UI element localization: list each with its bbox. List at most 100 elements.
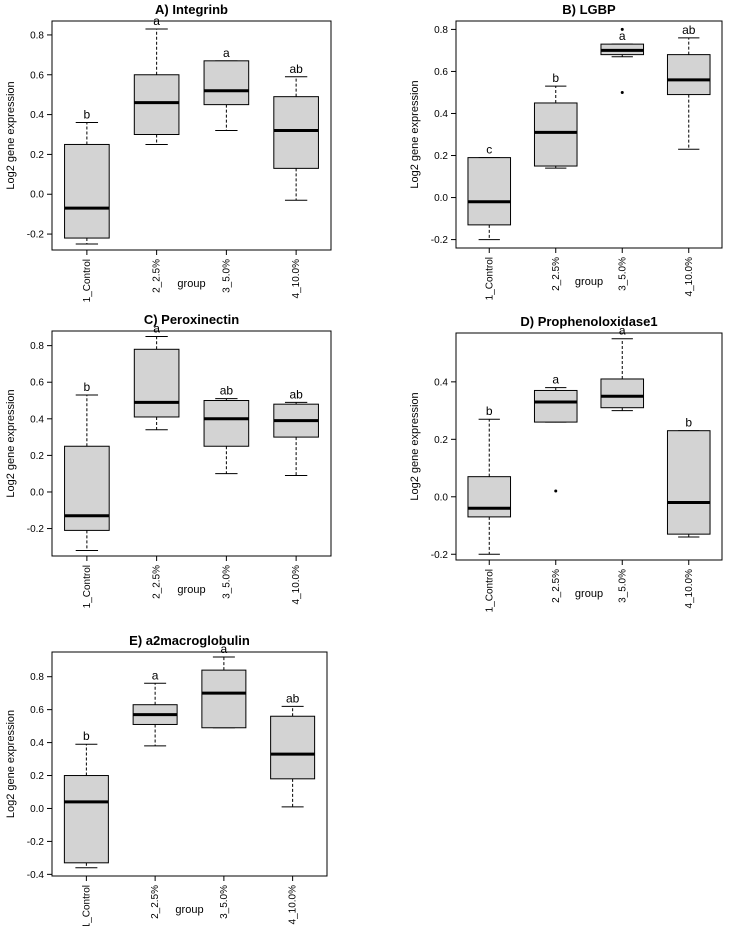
box xyxy=(533,389,578,423)
y-tick-label: 0.2 xyxy=(434,435,448,446)
y-tick-label: 0.2 xyxy=(434,151,448,162)
box-group: a xyxy=(132,668,178,747)
x-tick-label: 3_5.0% xyxy=(617,569,628,603)
plot-frame xyxy=(455,332,723,561)
x-tick-label: 1_Control xyxy=(82,565,93,608)
y-axis-label: Log2 gene expression xyxy=(5,710,17,818)
box-group: c xyxy=(467,143,512,241)
box xyxy=(201,669,247,729)
y-tick-label: 0.2 xyxy=(30,451,44,462)
plot-frame xyxy=(455,20,723,249)
y-tick-label: 0.4 xyxy=(434,109,448,120)
boxplot-panel: B) LGBP -0.2 0.0 0.2 0.4 0.6 0.8 Log2 gene expr… xyxy=(409,2,723,300)
significance-letter: a xyxy=(223,46,230,60)
box xyxy=(666,430,711,535)
box-group: a xyxy=(600,324,645,412)
y-tick-label: 0.6 xyxy=(434,67,448,78)
significance-letter: ab xyxy=(289,387,303,401)
panel-title: E) a2macroglobulin xyxy=(129,633,250,648)
y-tick-label: 0.6 xyxy=(30,70,44,81)
y-tick-label: 0.0 xyxy=(434,193,448,204)
significance-letter: a xyxy=(552,373,559,387)
x-tick-label: 2_2.5% xyxy=(150,885,161,919)
x-axis-label: group xyxy=(177,278,205,290)
significance-letter: b xyxy=(84,108,91,122)
box-group: ab xyxy=(203,384,250,475)
significance-letter: ab xyxy=(289,62,303,76)
x-tick-label: 3_5.0% xyxy=(221,259,232,293)
y-axis-label: Log2 gene expression xyxy=(5,389,17,497)
plot-frame xyxy=(51,20,332,251)
y-tick-label: 0.4 xyxy=(30,110,44,121)
x-tick-label: 2_2.5% xyxy=(551,257,562,291)
y-tick-label: 0.0 xyxy=(30,190,44,201)
x-tick-label: 2_2.5% xyxy=(152,259,163,293)
x-axis-label: group xyxy=(175,904,203,916)
box-group: a xyxy=(203,46,250,132)
x-tick-label: 1_Control xyxy=(484,569,495,612)
outlier-point xyxy=(620,27,624,31)
y-tick-label: 0.2 xyxy=(30,771,44,782)
y-tick-label: -0.2 xyxy=(27,524,45,535)
box xyxy=(63,775,109,864)
y-tick-label: 0.0 xyxy=(434,492,448,503)
boxplot-panel: A) Integrinb -0.2 0.0 0.2 0.4 0.6 0.8 Log2 gene… xyxy=(5,2,332,302)
box xyxy=(533,102,578,167)
y-tick-label: 0.6 xyxy=(30,705,44,716)
box xyxy=(133,348,180,418)
box-group: a xyxy=(533,373,578,493)
boxplot-panel: E) a2macroglobulin -0.4 -0.2 0.0 0.2 0.4 0.6 0.… xyxy=(5,633,328,926)
box xyxy=(64,143,110,239)
x-tick-label: 4_10.0% xyxy=(684,257,695,297)
y-tick-label: -0.2 xyxy=(27,837,45,848)
box-group: a xyxy=(201,642,247,729)
panel-title: B) LGBP xyxy=(562,2,616,17)
y-tick-label: -0.2 xyxy=(431,235,449,246)
box-group: ab xyxy=(270,691,316,808)
y-tick-label: 0.4 xyxy=(30,414,44,425)
x-axis-label: group xyxy=(575,276,603,288)
significance-letter: b xyxy=(83,729,90,743)
y-tick-label: 0.2 xyxy=(30,150,44,161)
x-tick-label: 3_5.0% xyxy=(219,885,230,919)
panel-title: A) Integrinb xyxy=(155,2,228,17)
significance-letter: ab xyxy=(286,691,300,705)
x-tick-label: 1_Control xyxy=(484,257,495,300)
x-tick-label: 4_10.0% xyxy=(684,569,695,609)
box xyxy=(133,74,180,136)
box-group: b xyxy=(467,404,512,555)
significance-letter: a xyxy=(619,324,626,338)
box xyxy=(467,476,512,518)
y-tick-label: 0.8 xyxy=(30,30,44,41)
x-tick-label: 1_Control xyxy=(82,259,93,302)
significance-letter: b xyxy=(486,404,493,418)
y-tick-label: 0.4 xyxy=(30,738,44,749)
box-group: b xyxy=(64,108,110,245)
y-axis-label: Log2 gene expression xyxy=(5,81,17,189)
box-group: ab xyxy=(666,23,711,150)
box-group: b xyxy=(533,71,578,169)
significance-letter: c xyxy=(486,143,492,157)
outlier-point xyxy=(554,489,558,493)
x-tick-label: 3_5.0% xyxy=(617,257,628,291)
significance-letter: a xyxy=(153,321,160,335)
y-tick-label: 0.8 xyxy=(30,672,44,683)
box xyxy=(666,54,711,96)
y-axis-label: Log2 gene expression xyxy=(409,392,421,500)
y-tick-label: 0.8 xyxy=(30,341,44,352)
boxplot-panel: C) Peroxinectin -0.2 0.0 0.2 0.4 0.6 0.8 Log2 g… xyxy=(5,312,332,608)
box-group: a xyxy=(600,27,645,94)
y-tick-label: 0.4 xyxy=(434,377,448,388)
box-group: a xyxy=(133,321,180,431)
box-group: b xyxy=(64,380,110,552)
box-group: a xyxy=(133,14,180,145)
x-axis-label: group xyxy=(575,588,603,600)
x-tick-label: 4_10.0% xyxy=(291,565,302,605)
x-tick-label: 2_2.5% xyxy=(551,569,562,603)
y-tick-label: 0.0 xyxy=(30,804,44,815)
box xyxy=(203,400,250,447)
box xyxy=(273,96,319,169)
box xyxy=(600,378,645,409)
box xyxy=(270,715,316,780)
